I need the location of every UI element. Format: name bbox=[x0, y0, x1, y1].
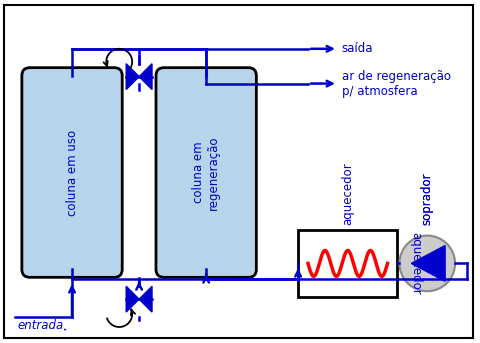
Text: entrada: entrada bbox=[18, 319, 64, 332]
Text: soprador: soprador bbox=[421, 172, 434, 225]
Polygon shape bbox=[126, 286, 139, 312]
Polygon shape bbox=[139, 64, 152, 90]
FancyBboxPatch shape bbox=[22, 68, 122, 277]
Polygon shape bbox=[126, 64, 139, 90]
Polygon shape bbox=[139, 286, 152, 312]
Text: coluna em uso: coluna em uso bbox=[66, 129, 79, 215]
Text: aquecedor: aquecedor bbox=[341, 162, 354, 225]
Text: coluna em
regeneração: coluna em regeneração bbox=[192, 135, 220, 210]
Text: aquecedor: aquecedor bbox=[409, 232, 422, 295]
Text: soprador: soprador bbox=[421, 172, 434, 225]
Text: saída: saída bbox=[342, 42, 373, 55]
Text: ar de regeneração
p/ atmosfera: ar de regeneração p/ atmosfera bbox=[342, 70, 451, 97]
Bar bbox=[298, 229, 397, 297]
FancyBboxPatch shape bbox=[156, 68, 256, 277]
Circle shape bbox=[399, 236, 455, 291]
Polygon shape bbox=[411, 246, 445, 281]
